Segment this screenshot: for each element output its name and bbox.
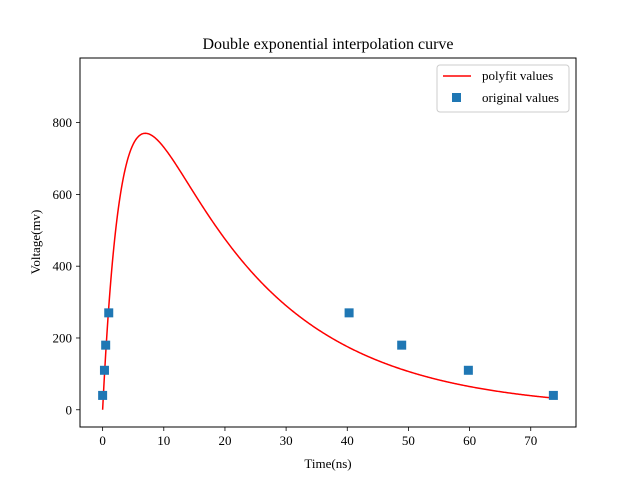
chart-title: Double exponential interpolation curve [202, 36, 453, 53]
legend: polyfit values original values [436, 64, 570, 113]
curve-layer [101, 132, 554, 410]
plot-background [80, 58, 576, 427]
x-tick-label: 20 [218, 433, 231, 448]
original-value-marker [548, 390, 558, 400]
original-value-marker [397, 340, 407, 350]
y-tick-label: 600 [53, 187, 73, 202]
original-value-marker [463, 365, 473, 375]
polyfit-curve [101, 132, 554, 410]
legend-marker-swatch [452, 93, 461, 102]
x-axis-label: Time(ns) [304, 456, 351, 471]
original-value-marker [98, 390, 108, 400]
y-tick-label: 0 [66, 402, 73, 417]
original-value-marker [344, 308, 354, 318]
x-tick-label: 0 [99, 433, 106, 448]
x-tick-label: 60 [463, 433, 476, 448]
y-tick-label: 800 [53, 115, 73, 130]
legend-label-original: original values [482, 90, 559, 105]
y-tick-label: 400 [53, 259, 73, 274]
plot-frame [79, 57, 577, 428]
original-value-marker [101, 340, 111, 350]
x-tick-label: 70 [524, 433, 537, 448]
original-value-marker [99, 365, 109, 375]
x-tick-label: 50 [402, 433, 415, 448]
y-axis-ticks: 0 200 400 600 800 [53, 115, 80, 417]
y-tick-label: 200 [53, 330, 73, 345]
marker-layer [98, 308, 558, 400]
x-tick-label: 10 [157, 433, 170, 448]
x-axis-ticks: 0 10 20 30 40 50 60 70 [99, 427, 537, 448]
original-value-marker [104, 308, 114, 318]
x-tick-label: 30 [280, 433, 293, 448]
x-tick-label: 40 [341, 433, 354, 448]
legend-label-polyfit: polyfit values [482, 68, 553, 83]
plot-area [79, 57, 577, 428]
y-axis-label: Voltage(mv) [28, 210, 43, 275]
